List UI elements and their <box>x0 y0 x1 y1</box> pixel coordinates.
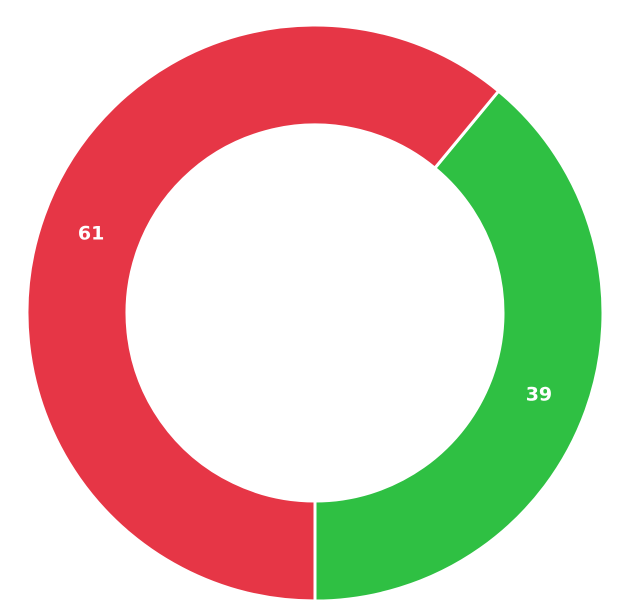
slice-label: 61 <box>78 222 104 244</box>
slice-label: 39 <box>526 384 552 406</box>
slice-61[interactable] <box>25 23 501 603</box>
slice-39[interactable] <box>313 88 605 603</box>
